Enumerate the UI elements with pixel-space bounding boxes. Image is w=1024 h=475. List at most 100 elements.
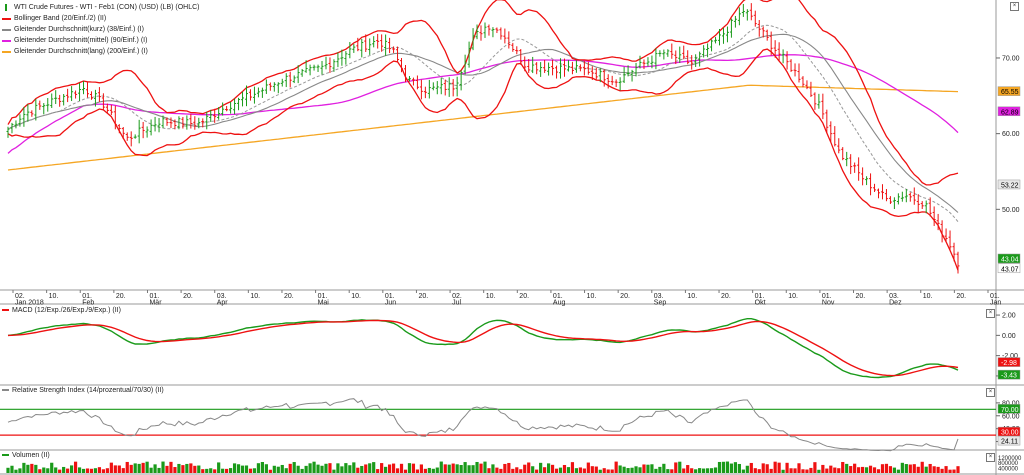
time-label: 01. [385, 293, 395, 300]
volume-bar [463, 462, 467, 473]
ohlc-bar [932, 206, 936, 227]
time-label: 03. [217, 293, 227, 300]
close-icon[interactable]: × [1010, 2, 1019, 11]
volume-bar [916, 466, 920, 473]
volume-bar [582, 468, 586, 473]
ohlc-bar [260, 87, 264, 98]
ohlc-bar [888, 196, 892, 205]
bollinger-upper [7, 0, 959, 186]
volume-bar [173, 467, 177, 473]
value-tag-label: -3.43 [1001, 373, 1017, 380]
ohlc-bar [610, 75, 614, 86]
ohlc-bar [531, 56, 535, 74]
time-label: 10. [49, 293, 59, 300]
volume-bar [201, 469, 205, 473]
time-label: 01. [755, 293, 765, 300]
ohlc-bar [248, 89, 252, 101]
ohlc-bar [948, 230, 952, 252]
ohlc-bar [101, 93, 105, 110]
close-icon[interactable]: × [986, 388, 995, 397]
ohlc-bar [857, 157, 861, 181]
volume-bar [193, 465, 197, 473]
volume-bar [793, 468, 797, 473]
volume-bar [58, 469, 62, 473]
close-icon[interactable]: × [986, 453, 995, 462]
volume-bar [670, 469, 674, 473]
ohlc-bar [149, 119, 153, 136]
value-tag-label: 62.89 [1001, 109, 1019, 116]
volume-bar [566, 467, 571, 473]
close-icon[interactable]: × [986, 309, 995, 318]
volume-bar [181, 465, 185, 473]
volume-bar [912, 464, 916, 473]
ohlc-bars-icon [5, 4, 7, 11]
volume-bar [240, 465, 245, 473]
volume-bar [101, 469, 105, 473]
ohlc-bar [737, 7, 741, 26]
volume-bar [956, 466, 960, 473]
volume-bar [423, 468, 427, 473]
volume-bar [133, 463, 137, 473]
volume-bar [455, 464, 459, 473]
ohlc-bar [276, 82, 280, 94]
legend-label: Gleitender Durchschnitt(lang) (200/Einf.… [14, 48, 148, 55]
legend-label: WTI Crude Futures - WTI - Feb1 (CON) (US… [14, 4, 200, 11]
volume-bar [630, 467, 634, 473]
rsi-icon [2, 389, 9, 392]
volume-bar [753, 468, 757, 473]
legend-item-sma-90[interactable]: Gleitender Durchschnitt(mittel) (90/Einf… [2, 35, 200, 46]
volume-bar [105, 468, 109, 473]
ohlc-bar [761, 26, 765, 38]
volume-bar [324, 463, 328, 473]
ohlc-bar [403, 65, 407, 83]
ohlc-bar [380, 34, 384, 52]
ohlc-bar [821, 93, 825, 120]
sma-38-path [7, 33, 959, 213]
ohlc-bar [495, 27, 499, 34]
legend-item-sma-38[interactable]: Gleitender Durchschnitt(kurz) (38/Einf.)… [2, 24, 200, 35]
ohlc-bar [288, 71, 292, 88]
legend-item-price[interactable]: WTI Crude Futures - WTI - Feb1 (CON) (US… [2, 2, 200, 13]
volume-bar [495, 467, 499, 473]
volume-bar [698, 468, 702, 473]
volume-bar [841, 461, 845, 473]
ohlc-bar [479, 25, 483, 41]
volume-bar [228, 468, 233, 473]
ohlc-bar [904, 188, 908, 203]
ohlc-bar [733, 15, 737, 28]
volume-bar [713, 467, 718, 473]
line-icon [2, 28, 11, 31]
ohlc-bar [566, 60, 570, 72]
legend-label: Bollinger Band (20/Einf./2) (II) [14, 15, 107, 22]
ohlc-bar [435, 81, 439, 95]
ohlc-bar [217, 107, 221, 120]
volume-bar [678, 461, 682, 473]
ohlc-bar [805, 80, 809, 90]
sma-20-path [7, 24, 959, 223]
volume-bar [598, 469, 602, 473]
volume-bar [562, 464, 567, 473]
ohlc-bar [133, 134, 137, 139]
ohlc-bar [487, 24, 491, 36]
volume-bar [161, 461, 165, 473]
value-tag-label: 24.11 [1001, 439, 1018, 446]
volume-bar [304, 465, 308, 473]
ohlc-bar [729, 18, 733, 38]
ohlc-bar [177, 116, 181, 130]
volume-bar [646, 464, 650, 473]
axis-value-tags: 65.55 62.89 53.22 43.04 43.07 -2.98 -3.43 70.00… [997, 86, 1021, 446]
volume-bar [451, 463, 455, 473]
sma-38-line [7, 24, 959, 223]
volume-bar [62, 466, 66, 473]
ohlc-bar [74, 90, 78, 99]
ohlc-bar [328, 57, 332, 73]
volume-bar [368, 463, 372, 473]
ohlc-bar [320, 60, 324, 75]
ohlc-bar [582, 61, 586, 76]
ohlc-bar [638, 55, 642, 69]
ohlc-bar [463, 54, 467, 75]
legend-item-bollinger[interactable]: Bollinger Band (20/Einf./2) (II) [2, 13, 200, 24]
legend-item-sma-200[interactable]: Gleitender Durchschnitt(lang) (200/Einf.… [2, 46, 200, 57]
volume-bar [419, 464, 423, 473]
volume-bar [773, 461, 777, 473]
